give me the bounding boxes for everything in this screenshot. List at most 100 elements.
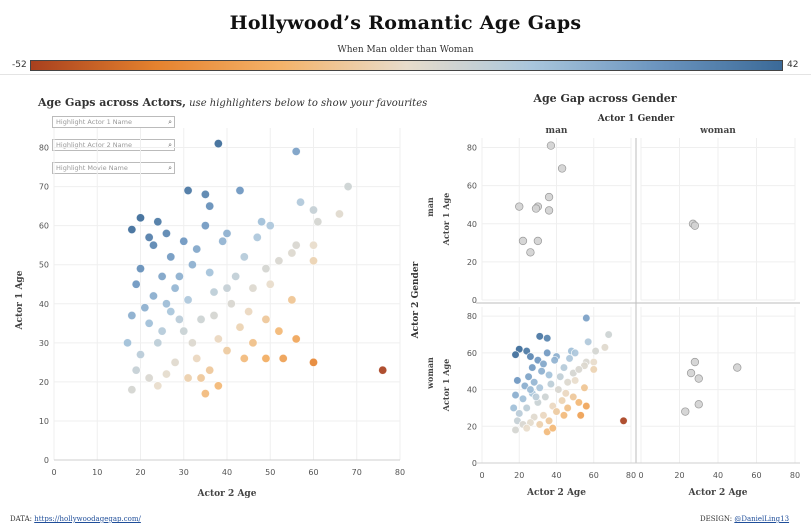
gender-man-woman-point — [522, 423, 531, 433]
left-scatter-point — [170, 357, 180, 367]
left-scatter-point — [183, 373, 193, 383]
gender-man-woman-point — [554, 385, 563, 394]
gender-man-woman-point — [552, 407, 561, 416]
left-scatter-point — [248, 338, 258, 348]
left-scatter-point — [157, 326, 167, 336]
footer-design-handle[interactable]: @DanielLing13 — [734, 515, 790, 523]
left-scatter-point — [161, 369, 171, 379]
gender-man-woman-point — [541, 392, 550, 402]
left-scatter-point — [261, 314, 271, 324]
gender-man-woman-point — [524, 372, 533, 381]
gender-woman-woman-point — [681, 407, 690, 416]
x-tick-label: 60 — [589, 471, 599, 480]
left-scatter-point — [148, 291, 159, 301]
left-scatter-point — [274, 256, 284, 266]
left-scatter-point — [226, 299, 236, 309]
gender-man-woman-point — [619, 416, 628, 425]
left-scatter-point — [127, 225, 137, 235]
left-scatter-point — [122, 338, 133, 348]
x-tick-label: 0 — [638, 471, 643, 480]
left-scatter-point — [135, 213, 146, 223]
left-scatter-point — [153, 381, 163, 391]
left-scatter-point — [213, 139, 223, 149]
gender-man-man-point — [557, 164, 567, 173]
highlight-movie-input[interactable]: Highlight Movie Name ⌕ — [52, 162, 175, 174]
x-tick-label: 40 — [713, 471, 723, 480]
gender-man-woman-point — [539, 359, 548, 369]
x-tick-label: 80 — [626, 471, 636, 480]
left-scatter-point — [278, 353, 288, 363]
color-legend-title: When Man older than Woman — [337, 45, 474, 55]
gender-man-man-point — [544, 206, 554, 215]
left-x-axis-title: Actor 2 Age — [197, 489, 257, 499]
x-tick-label: 60 — [308, 468, 318, 477]
x-tick-label: 20 — [514, 471, 524, 480]
left-scatter-point — [222, 283, 232, 293]
gender-man-woman-point — [563, 403, 572, 413]
gender-man-woman-point — [574, 365, 583, 374]
gender-woman-woman-point — [694, 400, 703, 409]
row-header-man: man — [425, 197, 435, 217]
left-scatter-point — [187, 338, 197, 348]
right-y-axis-title: Actor 1 Age — [441, 193, 451, 246]
gender-man-woman-point — [515, 409, 524, 418]
footer-data-label: DATA: — [10, 515, 32, 523]
left-scatter-point — [334, 209, 344, 219]
footer-design-credit: DESIGN: @DanielLing13 — [700, 515, 789, 523]
gender-man-man-point — [531, 204, 541, 213]
column-header-woman: woman — [699, 126, 736, 136]
left-scatter-point — [205, 267, 215, 278]
gender-man-woman-point — [528, 363, 537, 372]
x-tick-label: 40 — [551, 471, 561, 480]
gender-man-woman-point — [582, 313, 591, 323]
page-title: Hollywood’s Romantic Age Gaps — [229, 12, 582, 34]
search-icon: ⌕ — [168, 164, 172, 172]
left-scatter-point — [153, 217, 163, 227]
left-scatter-point — [166, 252, 176, 262]
left-scatter-point — [148, 240, 159, 250]
footer-data-link[interactable]: https://hollywoodagegap.com/ — [34, 515, 141, 523]
gender-man-man-point — [546, 141, 556, 150]
left-scatter-point — [308, 357, 319, 367]
left-scatter-point — [144, 373, 154, 383]
left-scatter-point — [183, 185, 193, 196]
gender-man-woman-point — [561, 389, 570, 398]
gender-man-man-point — [518, 236, 528, 246]
gender-man-woman-point — [550, 356, 559, 365]
gender-man-woman-point — [589, 357, 598, 367]
left-scatter-point — [131, 365, 141, 375]
y-tick-label: 40 — [467, 220, 477, 229]
left-scatter-point — [343, 182, 353, 192]
right-chart-heading: Age Gap across Gender — [533, 92, 677, 105]
left-y-axis-title: Actor 1 Age — [15, 270, 25, 330]
gender-woman-woman-point — [694, 374, 703, 383]
left-scatter-point — [135, 349, 146, 360]
highlight-actor1-input[interactable]: Highlight Actor 1 Name ⌕ — [52, 116, 175, 128]
search-icon: ⌕ — [168, 118, 172, 126]
gender-man-woman-point — [526, 352, 535, 361]
header-divider — [0, 74, 811, 75]
left-scatter-point — [161, 299, 171, 309]
left-scatter-point — [200, 189, 210, 199]
row-header-woman: woman — [425, 357, 435, 390]
gender-man-woman-point — [591, 346, 600, 356]
gender-man-woman-point — [570, 348, 580, 358]
x-tick-label: 80 — [790, 471, 800, 480]
right-x-axis-title-man: Actor 2 Age — [526, 488, 586, 498]
left-scatter-point — [295, 197, 306, 207]
left-scatter-point — [222, 228, 232, 239]
left-scatter-point — [213, 381, 223, 391]
left-scatter-point — [179, 236, 189, 246]
left-scatter-point — [205, 365, 215, 375]
y-tick-label: 50 — [39, 261, 49, 270]
y-tick-label: 60 — [467, 349, 477, 358]
y-tick-label: 70 — [39, 183, 49, 192]
color-legend-bar — [30, 60, 783, 71]
y-tick-label: 20 — [467, 258, 477, 267]
left-scatter-point — [140, 303, 150, 313]
left-scatter-point — [127, 310, 137, 321]
left-scatter-point — [291, 334, 301, 344]
left-scatter-point — [127, 385, 137, 395]
left-scatter-point — [308, 256, 319, 266]
